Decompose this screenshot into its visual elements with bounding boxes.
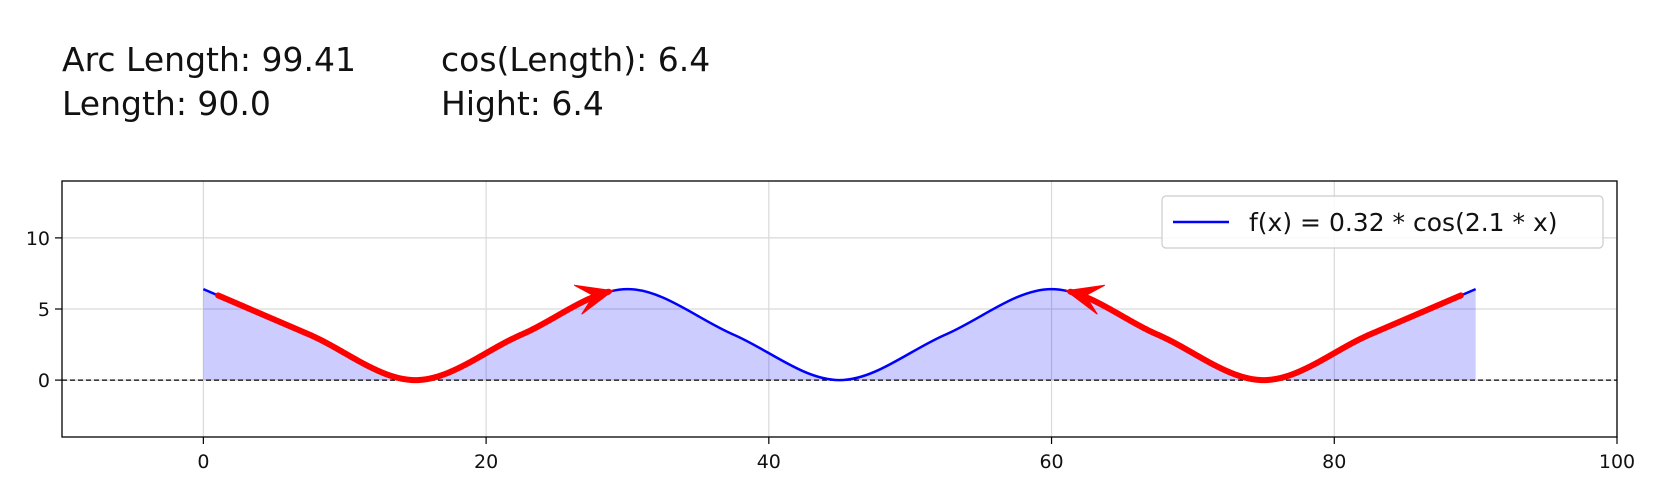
x-tick-label: 0 xyxy=(197,451,209,473)
legend-box xyxy=(1161,195,1604,249)
red-arrow-shaft xyxy=(215,288,612,384)
x-tick-label: 20 xyxy=(474,451,498,473)
red-arrow-shaft xyxy=(1067,288,1464,384)
x-tick-label: 60 xyxy=(1039,451,1063,473)
x-tick-label: 40 xyxy=(757,451,781,473)
info-left-column: Arc Length: 99.41 Length: 90.0 xyxy=(62,38,356,126)
red-arrow-head xyxy=(573,284,615,315)
height-text: Hight: 6.4 xyxy=(441,84,604,123)
arrow-layer xyxy=(215,284,1464,384)
y-tick-label: 0 xyxy=(38,370,50,392)
x-tick-label: 100 xyxy=(1599,451,1635,473)
info-right-column: cos(Length): 6.4 Hight: 6.4 xyxy=(441,38,710,126)
tick-layer: 0 20 40 60 80 100 0 5 10 xyxy=(26,228,1635,473)
legend-label: f(x) = 0.32 * cos(2.1 * x) xyxy=(1249,208,1558,237)
series-line xyxy=(202,287,1477,382)
arc-length-text: Arc Length: 99.41 xyxy=(62,40,356,79)
cos-length-text: cos(Length): 6.4 xyxy=(441,40,711,79)
series-line-layer xyxy=(202,287,1477,382)
x-tick-label: 80 xyxy=(1322,451,1346,473)
length-text: Length: 90.0 xyxy=(62,84,271,123)
area-fill-layer xyxy=(203,289,1476,381)
red-arrow-head xyxy=(1064,284,1106,315)
series-area-fill xyxy=(203,289,1476,381)
y-tick-label: 10 xyxy=(26,228,50,250)
legend: f(x) = 0.32 * cos(2.1 * x) xyxy=(1161,195,1604,249)
y-tick-label: 5 xyxy=(38,299,50,321)
